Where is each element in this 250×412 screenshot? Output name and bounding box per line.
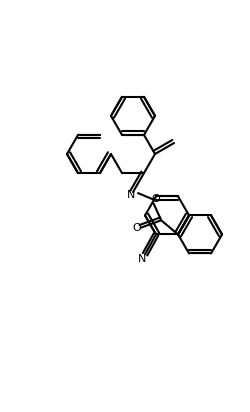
Text: N: N bbox=[127, 190, 135, 200]
Text: N: N bbox=[138, 254, 146, 264]
Text: O: O bbox=[151, 194, 160, 204]
Text: O: O bbox=[132, 223, 141, 233]
